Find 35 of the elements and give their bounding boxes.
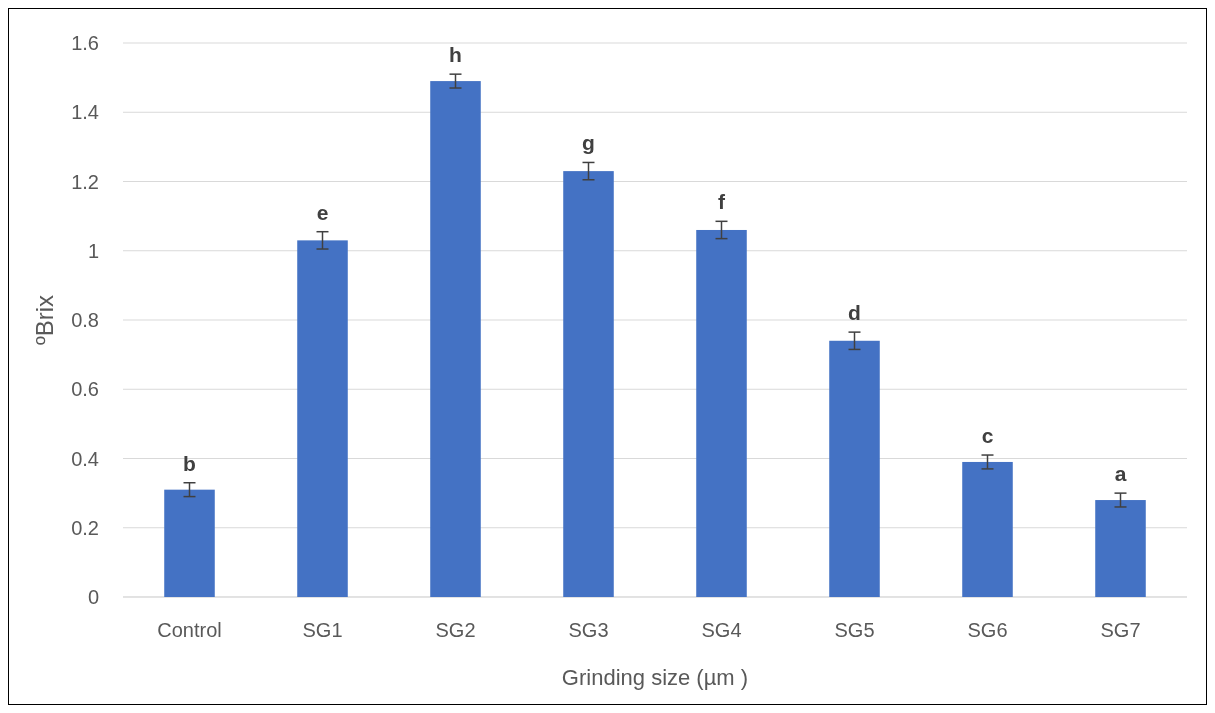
- x-tick-label: Control: [157, 619, 222, 641]
- y-tick-label: 1.2: [71, 170, 99, 193]
- bar: [563, 171, 614, 597]
- annotation: h: [449, 43, 462, 67]
- x-tick-label: SG3: [568, 619, 609, 641]
- bar: [696, 229, 747, 597]
- annotation: e: [316, 200, 329, 224]
- y-axis-title: ºBrix: [31, 294, 58, 346]
- x-tick-label: SG5: [834, 619, 875, 641]
- annotation: d: [848, 301, 861, 325]
- x-tick-label: SG1: [302, 619, 343, 641]
- y-tick-label: 0.8: [71, 309, 99, 331]
- annotation: b: [183, 451, 196, 475]
- x-tick-label: SG2: [435, 619, 476, 641]
- y-tick-label: 0: [87, 586, 99, 608]
- bar: [164, 489, 215, 597]
- y-tick-label: 0.4: [71, 447, 99, 470]
- x-axis-title: Grinding size (µm ): [561, 665, 749, 690]
- bar: [430, 81, 481, 597]
- x-tick-label: SG6: [967, 619, 1008, 641]
- annotation: c: [981, 424, 994, 448]
- bar: [1095, 500, 1146, 597]
- annotation: g: [582, 131, 595, 155]
- y-tick-label: 1: [87, 239, 99, 262]
- annotation: f: [718, 190, 726, 214]
- x-tick-label: SG7: [1100, 619, 1141, 641]
- bar: [962, 461, 1013, 597]
- y-tick-label: 0.2: [71, 516, 99, 539]
- y-tick-label: 0.6: [71, 378, 99, 401]
- x-tick-label: SG4: [701, 619, 742, 641]
- bar: [297, 240, 348, 597]
- bar: [829, 340, 880, 597]
- annotation: a: [1114, 462, 1127, 486]
- y-tick-label: 1.4: [71, 101, 99, 124]
- y-tick-label: 1.6: [71, 32, 99, 54]
